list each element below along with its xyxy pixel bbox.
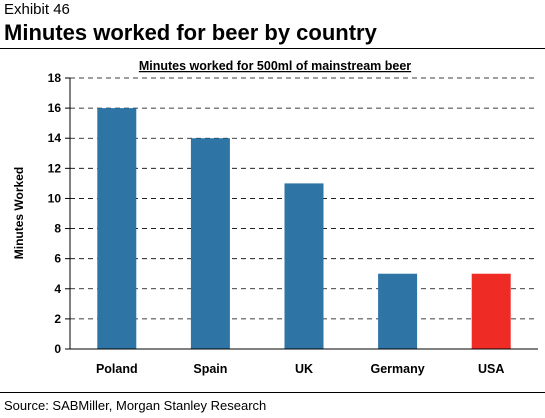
y-tick-label: 10 <box>48 191 62 205</box>
x-tick-label: Poland <box>96 362 138 376</box>
y-tick-label: 6 <box>54 252 61 266</box>
y-tick-label: 0 <box>54 342 61 356</box>
y-axis-label: Minutes Worked <box>12 167 26 259</box>
y-tick-label: 14 <box>48 131 62 145</box>
x-tick-label: Spain <box>193 362 227 376</box>
exhibit-label: Exhibit 46 <box>4 1 70 18</box>
bar-spain <box>190 138 230 349</box>
y-tick-label: 16 <box>48 101 62 115</box>
x-tick-label: UK <box>295 362 313 376</box>
y-tick-label: 18 <box>48 71 62 85</box>
y-tick-label: 4 <box>54 282 61 296</box>
x-tick-label: USA <box>478 362 504 376</box>
header-divider <box>0 48 545 49</box>
y-tick-label: 12 <box>48 161 62 175</box>
bar-poland <box>97 108 137 349</box>
page-title: Minutes worked for beer by country <box>4 20 377 45</box>
y-tick-label: 2 <box>54 312 61 326</box>
bar-germany <box>378 273 418 349</box>
x-tick-label: Germany <box>370 362 424 376</box>
bar-usa <box>471 273 511 349</box>
source-note: Source: SABMiller, Morgan Stanley Resear… <box>4 398 267 413</box>
bar-uk <box>284 183 324 349</box>
y-tick-label: 8 <box>54 222 61 236</box>
footer-divider <box>0 392 545 393</box>
chart-title: Minutes worked for 500ml of mainstream b… <box>139 59 411 73</box>
